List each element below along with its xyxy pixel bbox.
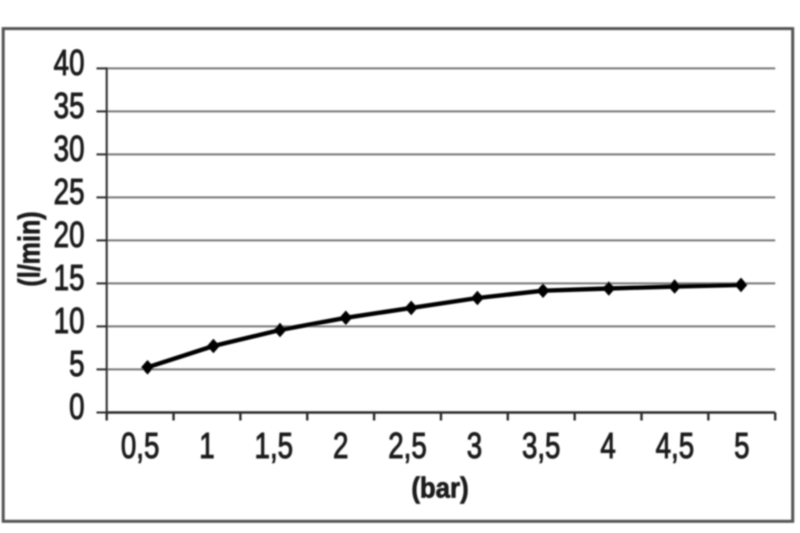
- svg-text:4: 4: [600, 426, 615, 466]
- svg-text:(l/min): (l/min): [11, 211, 46, 286]
- svg-text:10: 10: [54, 301, 85, 341]
- svg-text:2: 2: [333, 426, 348, 466]
- svg-text:4,5: 4,5: [656, 426, 695, 466]
- svg-text:2,5: 2,5: [388, 426, 427, 466]
- svg-text:5: 5: [69, 344, 84, 384]
- svg-text:25: 25: [54, 172, 85, 212]
- svg-text:35: 35: [54, 86, 85, 126]
- svg-text:40: 40: [54, 43, 85, 83]
- svg-text:3,5: 3,5: [522, 426, 561, 466]
- svg-text:(bar): (bar): [411, 471, 468, 504]
- svg-text:20: 20: [54, 215, 85, 255]
- svg-text:1,5: 1,5: [255, 426, 294, 466]
- svg-text:1: 1: [199, 426, 214, 466]
- svg-text:30: 30: [54, 129, 85, 169]
- svg-text:3: 3: [467, 426, 482, 466]
- svg-text:15: 15: [54, 258, 85, 298]
- svg-text:0,5: 0,5: [121, 426, 160, 466]
- svg-text:5: 5: [734, 426, 749, 466]
- svg-text:0: 0: [69, 387, 84, 427]
